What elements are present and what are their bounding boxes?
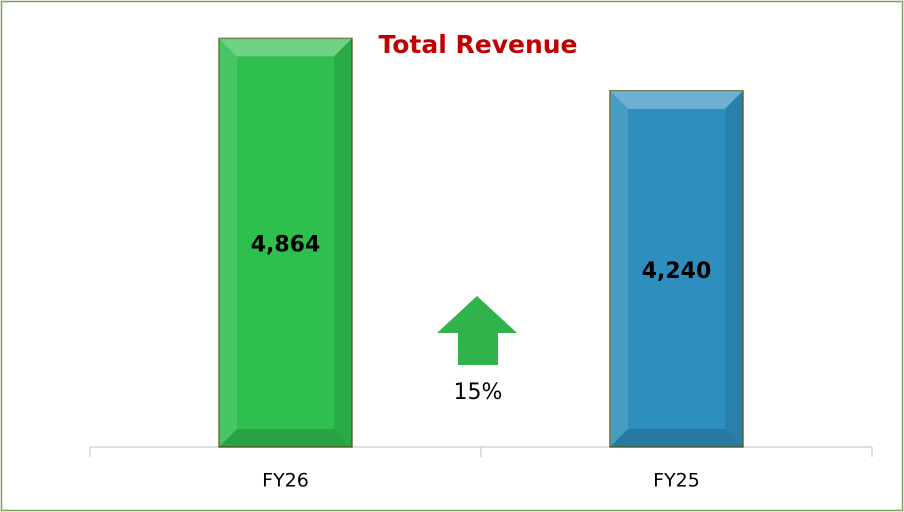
chart-title: Total Revenue	[378, 30, 577, 59]
x-tick-label: FY26	[262, 470, 309, 492]
bar-bevel	[219, 38, 352, 57]
bar-bevel	[333, 38, 352, 447]
bar	[609, 90, 744, 448]
bar-bevel	[610, 429, 743, 447]
bar-bevel	[610, 90, 629, 447]
value-label: 4,864	[251, 233, 321, 258]
bar-bevel	[724, 90, 743, 447]
annotation: 15%	[454, 380, 503, 405]
bar	[218, 37, 353, 448]
bar-bevel	[219, 429, 352, 447]
x-tick-label: FY25	[653, 470, 700, 492]
bar-bevel	[610, 90, 743, 109]
value-label: 4,240	[642, 259, 712, 284]
bar-bevel	[219, 38, 238, 447]
up-arrow	[437, 296, 517, 365]
